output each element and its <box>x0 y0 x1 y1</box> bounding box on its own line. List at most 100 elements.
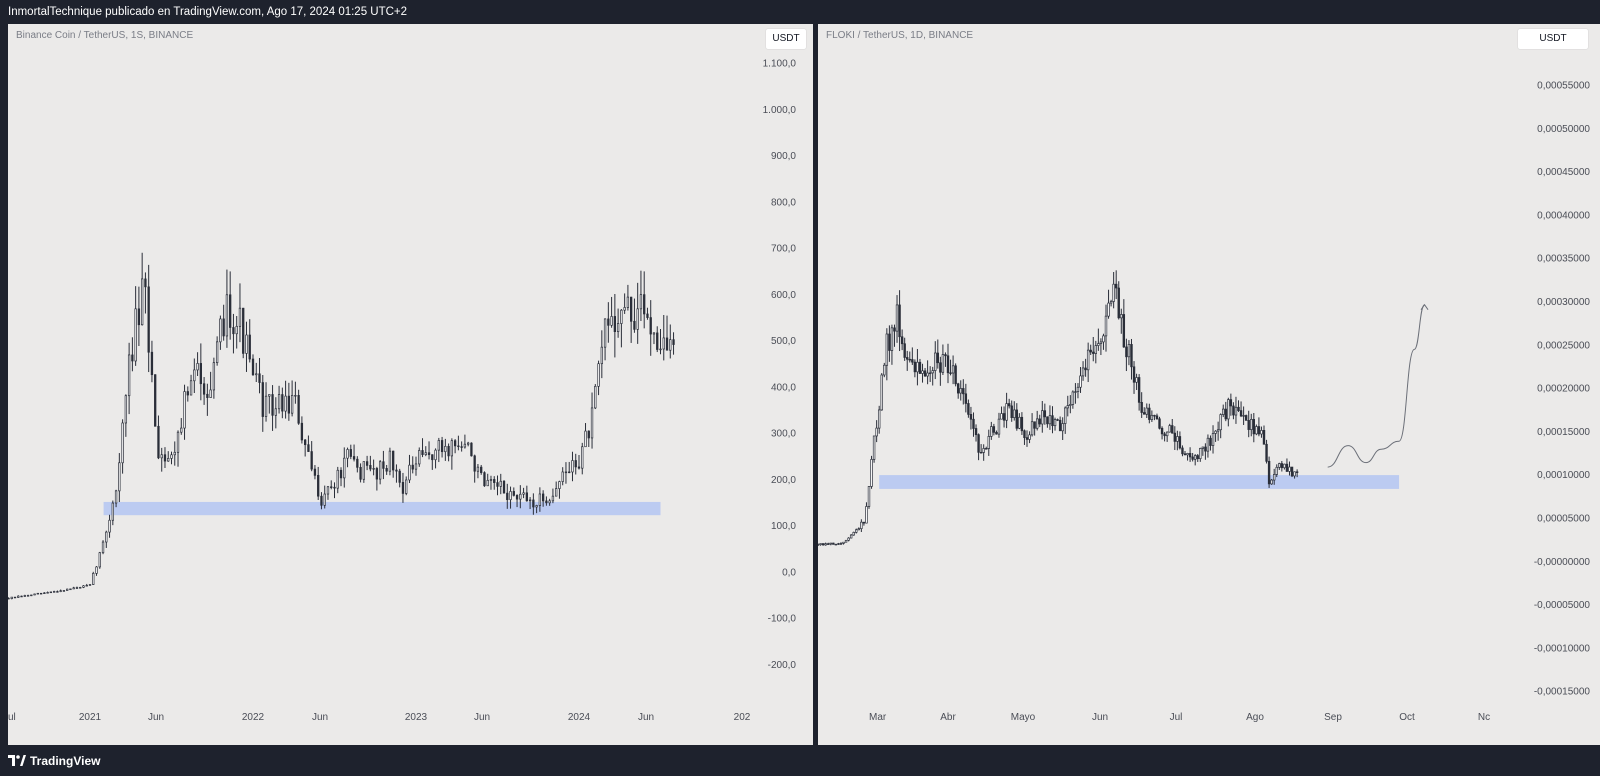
bnb-symbol-label[interactable]: Binance Coin / TetherUS, 1S, BINANCE <box>16 30 194 41</box>
candle <box>320 492 323 510</box>
x-tick-label: Sep <box>1324 712 1342 723</box>
candle <box>401 472 405 503</box>
published-line: InmortalTechnique publicado en TradingVi… <box>8 6 408 18</box>
candle <box>630 296 633 343</box>
candle <box>548 498 551 506</box>
candle <box>979 444 983 454</box>
candle <box>888 325 891 362</box>
candle <box>1028 431 1031 444</box>
bnb-chart-pane[interactable]: 1.100,0 1.000,0 900,0 800,0 700,0 600,0 500,0 4… <box>8 24 813 745</box>
candle <box>248 319 251 363</box>
x-tick-label: Jun <box>312 712 328 723</box>
candle <box>568 461 571 474</box>
candle <box>1244 414 1248 421</box>
x-tick-label: Jun <box>638 712 654 723</box>
candle <box>398 468 401 488</box>
candle <box>558 480 561 499</box>
candle <box>1290 466 1294 478</box>
candle <box>369 455 372 472</box>
candle <box>1132 361 1136 394</box>
candle <box>1089 344 1092 355</box>
candle <box>1178 431 1182 450</box>
x-tick-label: Nc <box>1478 712 1490 723</box>
candle <box>1173 426 1177 450</box>
candle <box>215 336 219 366</box>
candle <box>962 379 965 405</box>
bnb-chart-svg[interactable]: 1.100,0 1.000,0 900,0 800,0 700,0 600,0 500,0 4… <box>8 24 813 745</box>
candle <box>362 461 365 483</box>
y-tick-label: 0,00025000 <box>1537 340 1590 351</box>
floki-symbol-label[interactable]: FLOKI / TetherUS, 1D, BINANCE <box>826 30 974 41</box>
candle <box>832 542 835 545</box>
support-zone[interactable] <box>879 475 1400 489</box>
candle <box>440 436 444 458</box>
y-tick-label: 0,00020000 <box>1537 384 1590 395</box>
candle <box>137 286 141 347</box>
candle <box>974 424 978 442</box>
candle <box>1107 289 1110 319</box>
candle <box>20 595 23 598</box>
y-tick-label: 0,00040000 <box>1537 210 1590 221</box>
candle <box>636 282 639 344</box>
y-tick-label: 500,0 <box>771 336 796 347</box>
y-tick-label: -0,00005000 <box>1534 600 1591 611</box>
candle <box>336 466 339 494</box>
candle <box>1025 430 1029 447</box>
candle <box>581 442 584 475</box>
candle <box>1295 469 1299 478</box>
published-header: InmortalTechnique publicado en TradingVi… <box>0 0 1600 24</box>
candle <box>662 314 665 361</box>
candle <box>1058 416 1062 432</box>
candle <box>170 451 173 465</box>
candle <box>62 590 66 592</box>
candle <box>571 451 574 482</box>
candle <box>496 475 499 496</box>
candle <box>150 340 154 383</box>
candle <box>969 406 973 430</box>
candle <box>144 272 147 314</box>
candle <box>118 453 121 503</box>
candle <box>561 467 564 486</box>
candle <box>972 412 975 437</box>
candle <box>43 592 46 594</box>
candle <box>46 591 49 594</box>
candle <box>1069 395 1072 414</box>
candle <box>893 324 896 347</box>
tradingview-wordmark: TradingView <box>30 753 101 768</box>
candle <box>512 487 515 497</box>
tradingview-brand[interactable]: TradingView <box>8 754 100 768</box>
candle <box>52 590 56 593</box>
candle <box>444 438 447 461</box>
candle <box>860 519 863 532</box>
bnb-currency-button[interactable]: USDT <box>766 29 806 49</box>
candle <box>1010 400 1013 422</box>
candle <box>824 542 827 546</box>
floki-chart-pane[interactable]: 0,00055000 0,00050000 0,00045000 0,00040000… <box>818 24 1600 745</box>
candle <box>405 476 408 496</box>
candle <box>1130 338 1133 380</box>
candle <box>1199 447 1202 462</box>
candle <box>111 500 114 526</box>
projection-line[interactable] <box>1327 304 1426 468</box>
support-zone[interactable] <box>103 501 661 516</box>
floki-currency-button[interactable]: USDT <box>1518 29 1588 49</box>
candle <box>1209 435 1212 451</box>
candle <box>1216 421 1220 441</box>
floki-chart-svg[interactable]: 0,00055000 0,00050000 0,00045000 0,00040000… <box>818 24 1600 745</box>
candle <box>862 521 866 526</box>
candle <box>450 438 454 470</box>
candle <box>245 321 248 372</box>
candle <box>457 435 460 451</box>
candle <box>193 358 196 394</box>
candle <box>1165 431 1169 442</box>
candle <box>101 540 105 555</box>
candle <box>900 329 904 351</box>
candle <box>437 437 440 463</box>
candle <box>665 315 669 351</box>
y-tick-label: -200,0 <box>768 660 797 671</box>
candle <box>1232 402 1235 420</box>
candle <box>121 419 124 474</box>
x-tick-label: 2024 <box>568 712 591 723</box>
candle <box>903 337 906 361</box>
candle <box>535 504 538 514</box>
